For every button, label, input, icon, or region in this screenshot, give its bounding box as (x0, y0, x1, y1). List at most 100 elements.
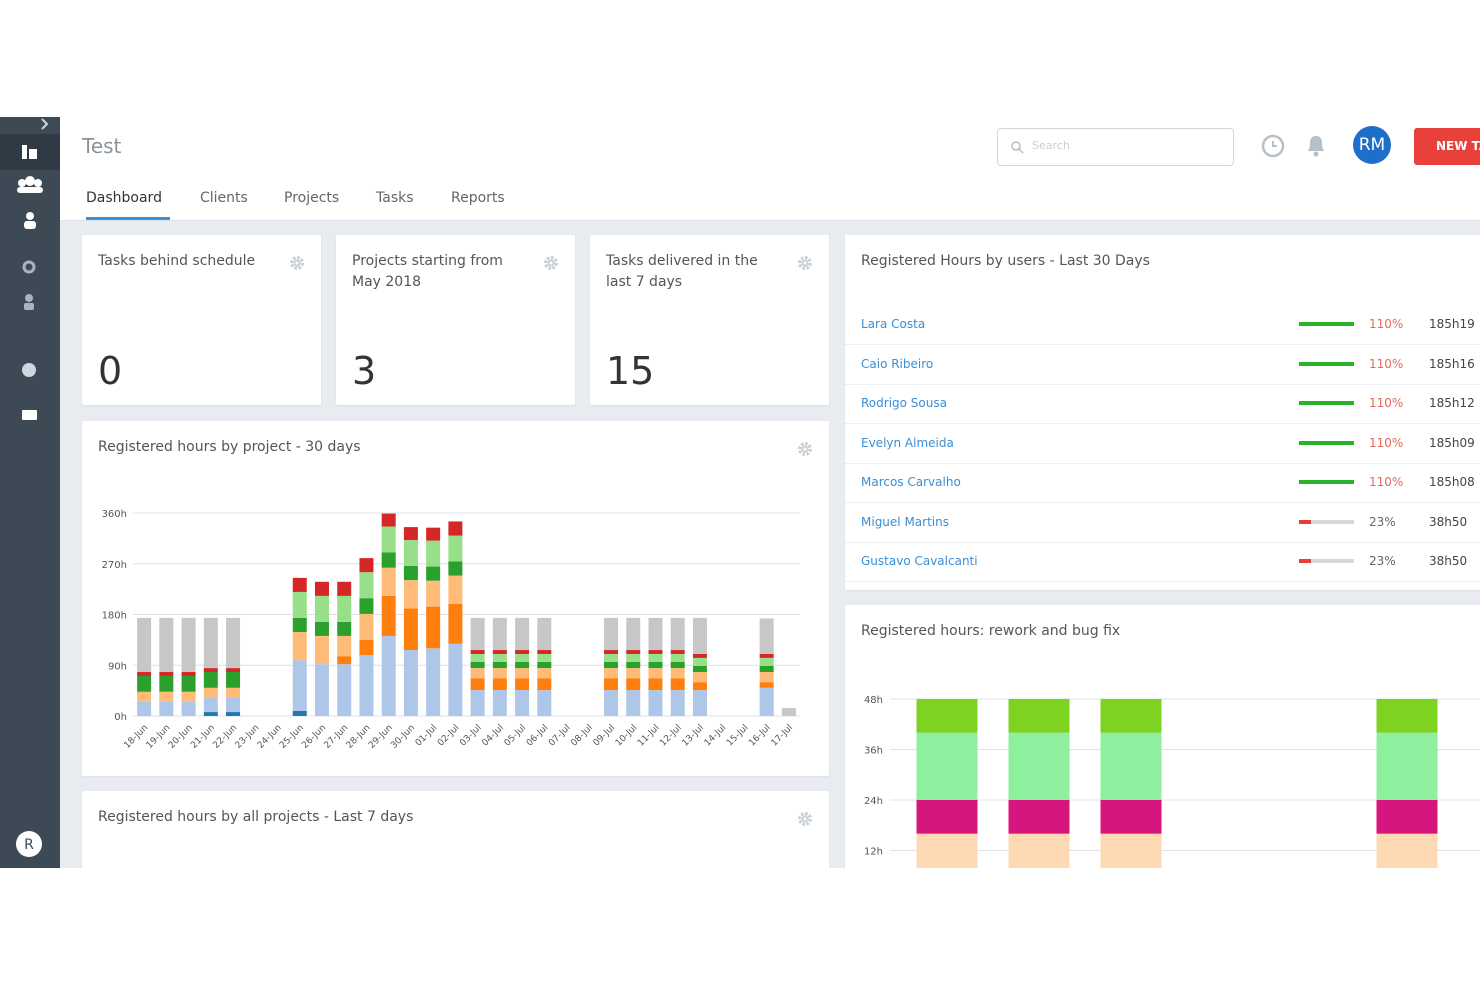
user-name[interactable]: Evelyn Almeida (861, 435, 954, 450)
bar-segment (381, 567, 396, 596)
help-icon[interactable] (22, 363, 36, 377)
bar-segment (159, 672, 174, 676)
bar-segment (492, 661, 507, 669)
bar-segment (604, 678, 619, 691)
bar-segment (515, 661, 530, 669)
user-name[interactable]: Caio Ribeiro (861, 356, 934, 371)
bar-segment (314, 595, 329, 622)
bar-segment (426, 580, 441, 607)
settings-gear[interactable] (289, 255, 305, 271)
user-name[interactable]: Lara Costa (861, 317, 926, 331)
user-name[interactable]: Gustavo Cavalcanti (861, 554, 978, 568)
bar-segment (314, 581, 329, 596)
bar-segment (604, 661, 619, 669)
logo-mark: R (24, 837, 34, 853)
tab[interactable]: Tasks (376, 190, 414, 206)
bar-segment (492, 678, 507, 691)
tab[interactable]: Reports (451, 190, 505, 206)
bar-segment (692, 665, 707, 673)
bar-segment (492, 650, 507, 654)
user-name[interactable]: Miguel Martins (861, 514, 949, 529)
bar-segment (203, 687, 218, 698)
bar-segment (359, 558, 374, 573)
bar-segment (626, 650, 641, 654)
x-tick-label: 12-Jul (658, 723, 684, 749)
bar-segment (292, 631, 307, 661)
bar-segment (381, 552, 396, 568)
bar-segment (314, 621, 329, 636)
user-name[interactable]: Marcos Carvalho (861, 475, 961, 489)
x-tick-label: 15-Jul (725, 723, 751, 749)
y-tick-label: 360h (102, 509, 127, 520)
stat-title: Tasks delivered in the last 7 days (606, 253, 758, 290)
expand-icon[interactable] (41, 118, 49, 130)
user-row: Gustavo Cavalcanti 23% 38h50 (845, 542, 1480, 582)
bell-icon[interactable] (1305, 132, 1327, 158)
avatar[interactable]: RM (1353, 126, 1391, 164)
bar-segment (359, 598, 374, 614)
bar-segment (226, 687, 241, 698)
bar-segment (292, 710, 307, 716)
bar-segment (203, 672, 218, 688)
bar-segment (359, 639, 374, 656)
bar-segment (226, 668, 241, 673)
percent-bar (1299, 559, 1311, 563)
bar-segment (1376, 800, 1438, 834)
settings-gear[interactable] (797, 441, 813, 457)
bar-segment (181, 675, 196, 692)
clients-icon[interactable] (18, 179, 26, 187)
hours: 185h09 (1429, 435, 1475, 450)
bar-segment (137, 691, 152, 702)
user-name[interactable]: Rodrigo Sousa (861, 396, 947, 410)
y-tick-label: 24h (864, 796, 883, 807)
percent-bar (1299, 401, 1354, 405)
bar-segment (381, 595, 396, 636)
chat-icon[interactable] (22, 410, 37, 420)
settings-icon[interactable] (22, 260, 36, 274)
admin-icon[interactable] (25, 294, 33, 302)
new-task-button[interactable]: NEW TASK (1414, 128, 1480, 165)
tab[interactable]: Dashboard (86, 190, 162, 206)
settings-gear[interactable] (797, 811, 813, 827)
bar-segment (292, 617, 307, 632)
bar-segment (692, 653, 707, 658)
bar-segment (470, 690, 485, 716)
bar-segment (470, 650, 485, 654)
dashboard-icon[interactable] (22, 145, 27, 159)
bar-segment (537, 678, 552, 691)
bar-segment (1008, 800, 1070, 834)
settings-gear[interactable] (543, 255, 559, 271)
y-tick-label: 180h (102, 611, 127, 622)
settings-gear[interactable] (797, 255, 813, 271)
bar-segment (759, 618, 774, 654)
new-task-clip: NEW TASK (1414, 128, 1480, 165)
chart: 12h 24h 36h 48h (864, 695, 1480, 868)
x-tick-label: 13-Jul (681, 723, 707, 749)
bar-segment (337, 664, 352, 716)
x-tick-label: 17-Jul (770, 723, 796, 749)
app: R Test Search RM NEW TASK Dashboard Clien… (0, 117, 1480, 868)
bar-segment (759, 672, 774, 683)
bar-segment (648, 653, 663, 662)
hours: 38h50 (1429, 554, 1468, 568)
history-icon[interactable] (1260, 133, 1290, 159)
percent-bar (1299, 480, 1354, 484)
bar-segment (426, 606, 441, 649)
bar-segment (515, 653, 530, 662)
bar-segment (604, 690, 619, 716)
tab[interactable]: Projects (284, 190, 340, 206)
x-tick-label: 26-Jun (300, 723, 328, 751)
percent-label: 110% (1369, 317, 1404, 331)
user-icon[interactable] (26, 212, 34, 220)
search-box[interactable]: Search (997, 128, 1234, 166)
tab[interactable]: Clients (200, 190, 248, 206)
bar-segment (203, 668, 218, 673)
x-tick-label: 08-Jul (569, 723, 595, 749)
x-tick-label: 09-Jul (592, 723, 618, 749)
admin-icon-part (24, 303, 34, 310)
bar-segment (137, 672, 152, 676)
bar-segment (626, 690, 641, 716)
bar-segment (403, 540, 418, 567)
clients-icon-part (25, 176, 35, 186)
